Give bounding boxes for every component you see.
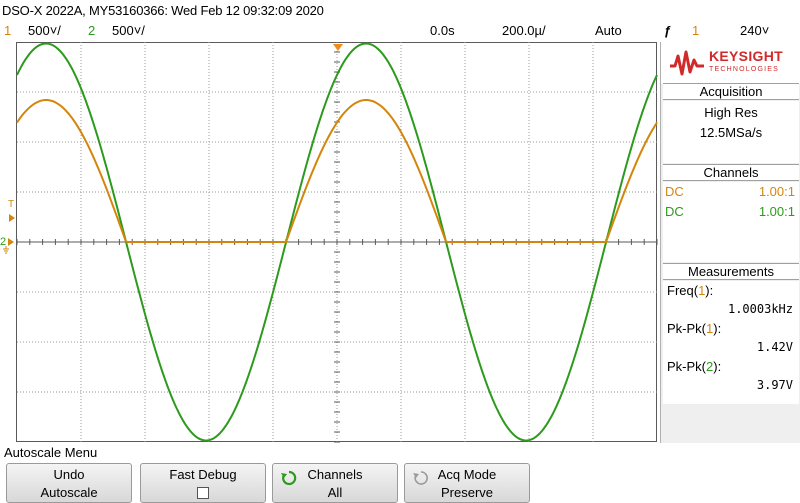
measurement-label: Freq(1):	[667, 283, 714, 298]
menu-title: Autoscale Menu	[4, 445, 98, 460]
fast-debug-button[interactable]: Fast Debug	[140, 463, 266, 503]
ch1-trace	[16, 99, 658, 243]
channels-heading[interactable]: Channels	[663, 164, 799, 181]
instrument-title: DSO-X 2022A, MY53160366: Wed Feb 12 09:3…	[2, 3, 324, 18]
trigger-status: ƒ 1 240˅	[660, 21, 800, 42]
softkey-label: Undo	[53, 467, 85, 482]
ch1-coupling: DC	[665, 184, 684, 199]
trigger-edge-icon: ƒ	[664, 23, 672, 38]
measurement-value: 1.0003kHz	[727, 302, 793, 316]
channel-row: DC 1.00:1	[663, 202, 799, 222]
info-panel: KEYSIGHT TECHNOLOGIES Acquisition High R…	[660, 42, 800, 443]
waveform-display[interactable]: T 2	[0, 42, 660, 443]
measurements-heading[interactable]: Measurements	[663, 263, 799, 280]
ch1-scale[interactable]: 500˅/	[28, 23, 61, 38]
trigger-level[interactable]: 240˅	[740, 23, 770, 38]
softkey-label: Autoscale	[40, 485, 98, 500]
ch2-coupling: DC	[665, 204, 684, 219]
trigger-position-marker[interactable]	[333, 44, 343, 51]
measurement-label: Pk-Pk(2):	[667, 359, 722, 374]
softkey-bar: Undo Autoscale Fast Debug Channels All A…	[0, 461, 800, 503]
ch1-number[interactable]: 1	[4, 23, 12, 38]
delay-readout[interactable]: 0.0s	[430, 23, 455, 38]
trigger-channel[interactable]: 1	[692, 23, 700, 38]
measurement-value: 3.97V	[756, 378, 793, 392]
channels-all-button[interactable]: Channels All	[272, 463, 398, 503]
checkbox-icon	[197, 487, 209, 499]
ch1-ground-arrow	[8, 238, 14, 246]
cycle-icon	[281, 470, 297, 486]
ch2-probe-ratio: 1.00:1	[758, 204, 795, 219]
trigger-level-marker[interactable]: T	[8, 199, 14, 210]
measurement-value: 1.42V	[756, 340, 793, 354]
measurement-label: Pk-Pk(1):	[667, 321, 722, 336]
sample-rate: 12.5MSa/s	[699, 125, 763, 140]
softkey-label: Fast Debug	[169, 467, 237, 482]
acquisition-info: High Res 12.5MSa/s	[663, 101, 799, 163]
channels-info: DC 1.00:1 DC 1.00:1	[663, 182, 799, 262]
brand-subtitle: TECHNOLOGIES	[709, 66, 780, 73]
brand-name: KEYSIGHT	[709, 48, 783, 64]
trigger-level-arrow	[9, 214, 15, 222]
title-bar: DSO-X 2022A, MY53160366: Wed Feb 12 09:3…	[0, 0, 800, 21]
status-bar: 1 500˅/ 2 500˅/ 0.0s 200.0µ/ Auto	[0, 21, 660, 42]
keysight-logo-icon	[670, 50, 704, 76]
acquisition-mode: High Res	[704, 105, 758, 120]
undo-autoscale-button[interactable]: Undo Autoscale	[6, 463, 132, 503]
ch1-probe-ratio: 1.00:1	[758, 184, 795, 199]
cycle-icon	[413, 471, 428, 485]
acquisition-heading[interactable]: Acquisition	[663, 83, 799, 100]
softkey-label: Preserve	[440, 485, 494, 500]
softkey-label: All	[327, 485, 343, 500]
timebase-readout[interactable]: 200.0µ/	[502, 23, 546, 38]
softkey-checkbox[interactable]	[141, 485, 265, 502]
brand-area: KEYSIGHT TECHNOLOGIES	[661, 42, 800, 84]
acq-mode-preserve-button[interactable]: Acq Mode Preserve	[404, 463, 530, 503]
softkey-label: Acq Mode	[437, 467, 497, 482]
measurements-info: Freq(1): 1.0003kHz Pk-Pk(1): 1.42V Pk-Pk…	[663, 281, 799, 404]
ch2-number[interactable]: 2	[88, 23, 96, 38]
channel-row: DC 1.00:1	[663, 182, 799, 202]
ch2-scale[interactable]: 500˅/	[112, 23, 145, 38]
waveform-svg: T 2	[0, 42, 658, 443]
softkey-label: Channels	[307, 467, 363, 482]
ch2-ground-marker[interactable]: 2	[0, 236, 6, 248]
ground-icon	[3, 246, 9, 254]
trigger-mode[interactable]: Auto	[595, 23, 622, 38]
